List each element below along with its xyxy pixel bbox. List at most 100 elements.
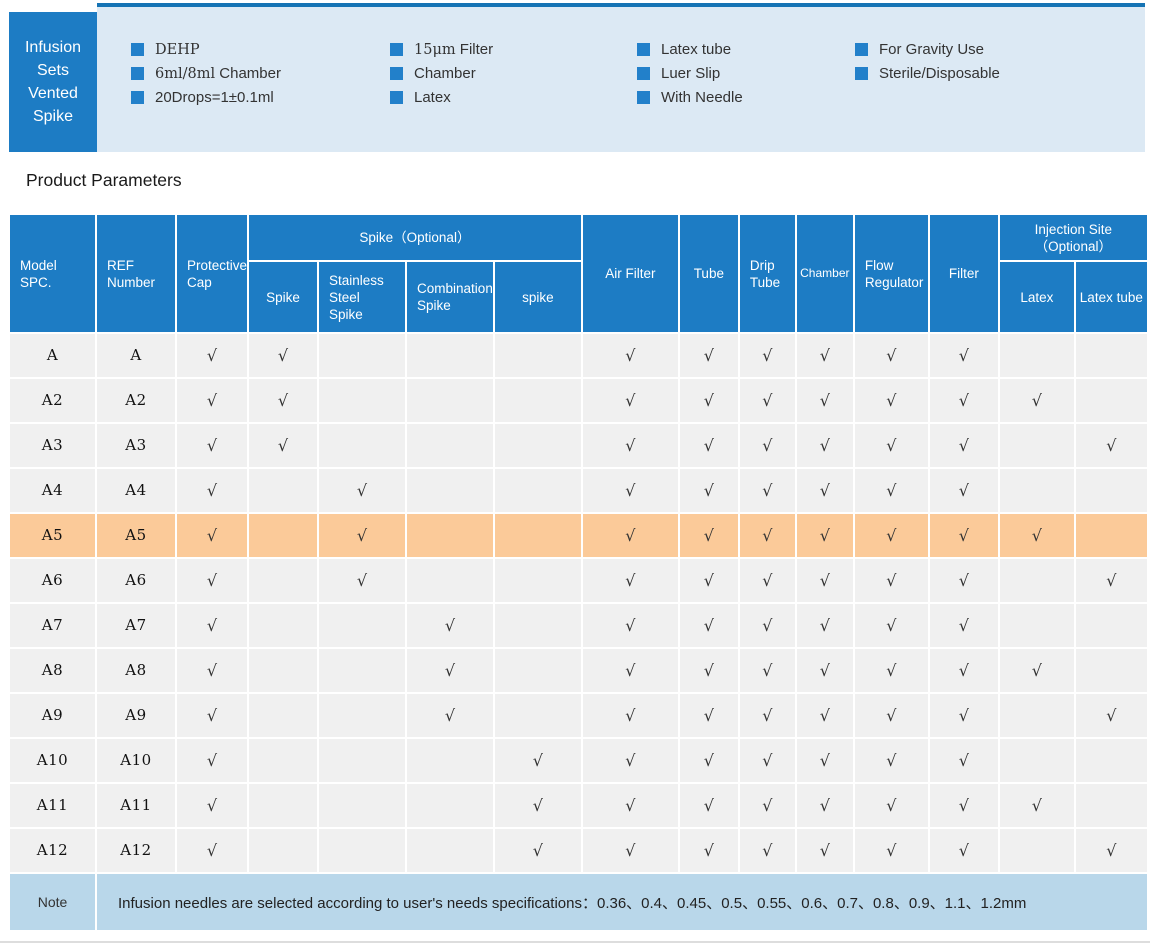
check-icon: √	[356, 525, 368, 545]
feature-item: DEHP	[131, 37, 281, 61]
header-injection-site-group: Injection Site （Optional）	[997, 213, 1149, 262]
check-cell-air_filter: √	[580, 782, 680, 829]
check-cell-latex_tube: √	[1073, 422, 1149, 469]
check-icon: √	[1031, 660, 1042, 680]
check-cell-spike	[247, 467, 320, 514]
check-icon: √	[762, 840, 773, 860]
table-row: A9 A9 √ √ √ √ √ √ √ √ √	[8, 692, 1149, 739]
check-cell-combination_spike	[405, 782, 495, 829]
note-row: Note Infusion needles are selected accor…	[8, 872, 1149, 932]
feature-label: With Needle	[661, 88, 743, 106]
check-cell-drip_tube: √	[737, 737, 797, 784]
check-cell-filter: √	[927, 557, 1000, 604]
check-icon: √	[444, 615, 456, 635]
check-cell-stainless_steel_spike: √	[317, 467, 408, 514]
feature-column: DEHP 6ml/8ml Chamber 20Drops=1±0.1ml	[131, 37, 281, 109]
ref-cell: A	[95, 332, 177, 379]
check-cell-stainless_steel_spike	[317, 827, 408, 874]
check-cell-spike: √	[247, 332, 320, 379]
header-tube: Tube	[677, 213, 740, 334]
table-row: A A √ √ √ √ √ √ √ √	[8, 332, 1149, 379]
check-cell-combination_spike	[405, 332, 495, 379]
check-cell-filter: √	[927, 422, 1000, 469]
check-icon: √	[625, 480, 636, 500]
bottom-divider	[0, 941, 1150, 943]
check-cell-latex	[997, 422, 1076, 469]
feature-item: With Needle	[637, 85, 743, 109]
check-cell-combination_spike	[405, 512, 495, 559]
check-icon: √	[886, 750, 897, 770]
ref-cell: A2	[95, 377, 177, 424]
header-air-filter: Air Filter	[580, 213, 680, 334]
product-parameters-table: Model SPC. REF Number Protective Cap Spi…	[8, 213, 1149, 932]
check-icon: √	[886, 570, 897, 590]
check-icon: √	[532, 795, 543, 815]
check-icon: √	[958, 390, 969, 410]
check-cell-spike: √	[247, 422, 320, 469]
check-cell-chamber: √	[794, 647, 855, 694]
header-chamber: Chamber	[794, 213, 855, 334]
feature-item: Chamber	[390, 61, 493, 85]
check-icon: √	[886, 660, 897, 680]
check-cell-tube: √	[677, 377, 740, 424]
check-icon: √	[625, 705, 636, 725]
check-cell-tube: √	[677, 512, 740, 559]
check-icon: √	[762, 435, 773, 455]
check-icon: √	[703, 390, 714, 410]
feature-column: Latex tube Luer Slip With Needle	[637, 37, 743, 109]
check-cell-tube: √	[677, 737, 740, 784]
check-cell-flow_regulator: √	[852, 557, 930, 604]
feature-item: Sterile/Disposable	[855, 61, 1000, 85]
model-cell: A5	[8, 512, 97, 559]
header-drip-tube: Drip Tube	[737, 213, 797, 334]
feature-label: 15μm Filter	[414, 40, 494, 58]
check-cell-protective_cap: √	[174, 422, 250, 469]
check-cell-spike2	[492, 512, 583, 559]
check-cell-drip_tube: √	[737, 782, 797, 829]
table-row: A6 A6 √ √ √ √ √ √ √ √ √	[8, 557, 1149, 604]
check-cell-tube: √	[677, 422, 740, 469]
check-cell-latex	[997, 602, 1076, 649]
check-icon: √	[958, 525, 969, 545]
check-cell-spike2	[492, 557, 583, 604]
check-icon: √	[958, 705, 969, 725]
check-icon: √	[625, 840, 636, 860]
check-cell-filter: √	[927, 332, 1000, 379]
table-header-row: Model SPC. REF Number Protective Cap Spi…	[8, 213, 1149, 334]
feature-label: Latex tube	[661, 40, 732, 58]
check-cell-stainless_steel_spike: √	[317, 557, 408, 604]
check-cell-combination_spike	[405, 422, 495, 469]
feature-item: Latex tube	[637, 37, 743, 61]
header-protective-cap: Protective Cap	[174, 213, 250, 334]
check-cell-combination_spike	[405, 737, 495, 784]
header-flow-regulator: Flow Regulator	[852, 213, 930, 334]
model-cell: A6	[8, 557, 97, 604]
bullet-square-icon	[131, 90, 144, 104]
table-row: A10 A10 √ √ √ √ √ √ √ √	[8, 737, 1149, 784]
check-cell-air_filter: √	[580, 467, 680, 514]
bullet-square-icon	[131, 66, 144, 80]
check-icon: √	[703, 345, 714, 365]
feature-label: Luer Slip	[661, 64, 721, 82]
bullet-square-icon	[855, 42, 868, 56]
check-cell-chamber: √	[794, 827, 855, 874]
check-cell-air_filter: √	[580, 332, 680, 379]
check-cell-chamber: √	[794, 467, 855, 514]
check-icon: √	[1031, 525, 1042, 545]
check-icon: √	[206, 480, 218, 500]
check-icon: √	[819, 660, 830, 680]
check-cell-chamber: √	[794, 332, 855, 379]
feature-item: 6ml/8ml Chamber	[131, 61, 281, 85]
check-cell-air_filter: √	[580, 827, 680, 874]
check-cell-chamber: √	[794, 422, 855, 469]
check-cell-flow_regulator: √	[852, 512, 930, 559]
check-icon: √	[762, 570, 773, 590]
check-cell-filter: √	[927, 692, 1000, 739]
header-latex-tube: Latex tube	[1073, 260, 1149, 334]
ref-cell: A7	[95, 602, 177, 649]
check-icon: √	[958, 750, 969, 770]
check-cell-combination_spike	[405, 467, 495, 514]
check-icon: √	[886, 840, 897, 860]
check-icon: √	[206, 705, 218, 725]
model-cell: A9	[8, 692, 97, 739]
